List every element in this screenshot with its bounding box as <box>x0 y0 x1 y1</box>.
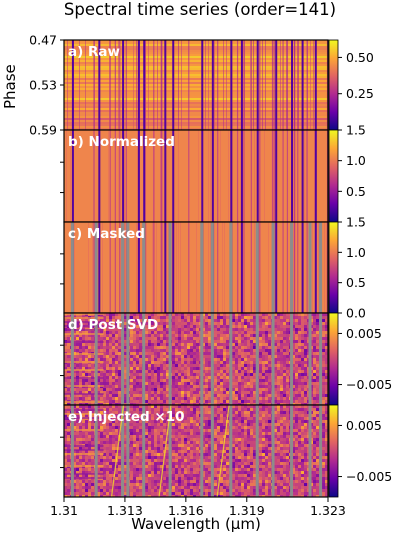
colorbar-tick-label: 0.5 <box>346 184 366 199</box>
panel-label-4: d) Post SVD <box>68 317 158 333</box>
x-tick-label: 1.313 <box>107 503 143 518</box>
x-tick-label: 1.319 <box>229 503 265 518</box>
panel-label-2: b) Normalized <box>68 134 175 150</box>
colorbar-tick-label: −0.005 <box>346 377 392 392</box>
colorbar-tick-label: 0.005 <box>346 326 382 341</box>
y-tick-label: 0.47 <box>29 33 57 48</box>
x-tick-label: 1.323 <box>310 503 346 518</box>
y-tick-label: 0.53 <box>29 78 57 93</box>
panel-2 <box>64 130 328 222</box>
colorbar-tick-label: 0.005 <box>346 418 382 433</box>
panel-1 <box>64 40 328 130</box>
colorbar-5 <box>328 404 339 498</box>
colorbar-tick-label: 0.25 <box>346 86 374 101</box>
colorbar-tick-label: 0.50 <box>346 50 374 65</box>
panel-5 <box>64 405 328 497</box>
colorbar-1 <box>328 39 339 131</box>
colorbar-2 <box>328 129 339 223</box>
panel-label-5: e) Injected ×10 <box>68 409 185 425</box>
colorbar-3 <box>328 221 339 314</box>
panel-4 <box>64 313 328 405</box>
colorbar-tick-label: 0.0 <box>346 306 366 321</box>
colorbar-tick-label: 1.0 <box>346 245 366 260</box>
y-tick-label: 0.59 <box>29 123 57 138</box>
colorbar-tick-label: 1.0 <box>346 153 366 168</box>
x-tick-label: 1.31 <box>50 503 78 518</box>
colorbar-tick-label: −0.005 <box>346 469 392 484</box>
colorbar-4 <box>328 312 339 406</box>
x-tick-label: 1.316 <box>168 503 204 518</box>
x-axis-label: Wavelength (μm) <box>131 515 261 533</box>
panel-label-1: a) Raw <box>68 44 120 60</box>
colorbar-tick-label: 1.5 <box>346 215 366 230</box>
colorbar-tick-label: 0.5 <box>346 275 366 290</box>
chart-title: Spectral time series (order=141) <box>63 0 337 19</box>
panel-3 <box>64 222 328 313</box>
panel-label-3: c) Masked <box>68 226 145 242</box>
colorbar-tick-label: 1.5 <box>346 123 366 138</box>
